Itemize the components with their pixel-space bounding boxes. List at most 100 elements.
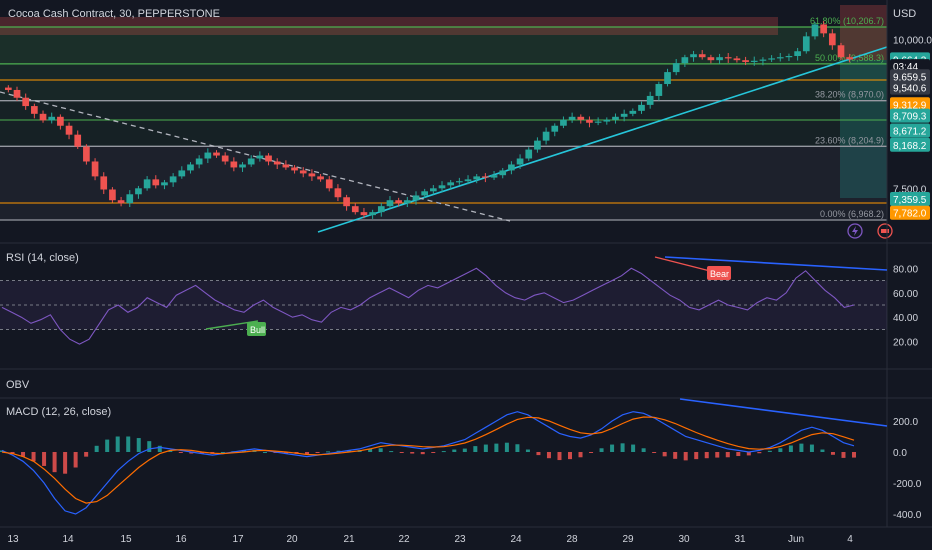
time-tick-label: 14 [62, 534, 74, 545]
candle-body [230, 161, 238, 168]
price-axis[interactable]: 10,000.07,500.09,664.303:449,659.59,540.… [890, 35, 932, 220]
price-badge-label: 9,659.5 [893, 72, 927, 83]
bear-label: Bear [710, 269, 729, 279]
support-trendline[interactable] [317, 46, 888, 233]
fib-zone [0, 146, 887, 220]
time-tick-label: 23 [454, 534, 466, 545]
candle-body [742, 60, 749, 62]
price-badge[interactable] [890, 192, 930, 207]
candle-body [22, 97, 30, 107]
time-tick-label: 30 [678, 534, 690, 545]
price-badge[interactable] [890, 123, 930, 138]
rsi-line [1, 267, 855, 345]
price-badge[interactable] [890, 137, 930, 152]
macd-histogram-bar [525, 449, 530, 452]
macd-histogram-bar [147, 441, 152, 452]
macd-histogram-bar [536, 452, 541, 456]
time-tick-label: Jun [788, 534, 804, 545]
trend-lines[interactable] [0, 46, 888, 233]
macd-histogram-bar [63, 452, 68, 474]
candle-body [213, 152, 220, 156]
candle-body [698, 54, 706, 58]
price-badge[interactable] [890, 80, 930, 95]
candle-body [794, 51, 801, 57]
candle-body [109, 189, 116, 201]
macd-histogram-bar [21, 452, 26, 457]
candle-body [308, 173, 316, 177]
time-tick-label: 17 [232, 534, 244, 545]
time-tick-label: 13 [7, 534, 19, 545]
rsi-trendline[interactable] [664, 256, 888, 271]
candle-body [655, 84, 663, 96]
macd-histogram-bar [589, 452, 594, 453]
candle-body [360, 212, 368, 216]
macd-histogram-bar [262, 452, 267, 453]
candle-body [13, 89, 21, 98]
price-badge[interactable] [890, 205, 930, 220]
macd-histogram-bar [420, 452, 425, 455]
obv-title[interactable]: OBV [6, 379, 30, 391]
price-badge[interactable] [890, 108, 930, 123]
macd-histogram-bar [305, 452, 310, 455]
candle-body [768, 58, 775, 60]
macd-histogram-bar [368, 448, 373, 452]
macd-histogram-bar [52, 452, 57, 473]
macd-histogram-bar [347, 450, 352, 452]
candle-body [91, 161, 99, 177]
candle-body [169, 176, 177, 183]
dashed-trendline[interactable] [0, 91, 511, 222]
candle-body [403, 200, 411, 204]
candle-body [802, 36, 810, 52]
macd-histogram-bar [736, 452, 741, 457]
macd-histogram-bar [820, 449, 825, 452]
macd-trendline[interactable] [679, 398, 888, 427]
macd-histogram-bar [241, 450, 246, 452]
candle-body [57, 116, 64, 126]
candle-body [681, 57, 689, 64]
candle-body [334, 188, 342, 198]
candle-body [395, 200, 402, 204]
currency-label[interactable]: USD [893, 8, 916, 20]
macd-histogram-bar [494, 443, 499, 452]
resistance-box [0, 17, 778, 35]
macd-histogram-bar [441, 451, 446, 453]
macd-histogram-bar [199, 452, 204, 454]
macd-histogram-bar [220, 452, 225, 453]
time-tick-label: 24 [510, 534, 522, 545]
price-badge[interactable] [890, 69, 930, 84]
price-tick-label: 7,500.0 [893, 184, 927, 195]
macd-title[interactable]: MACD (12, 26, close) [6, 406, 111, 418]
candle-body [377, 206, 385, 213]
symbol-title: Cocoa Cash Contract, 30, PEPPERSTONE [8, 8, 220, 20]
macd-histogram-bar [704, 452, 709, 459]
time-tick-label: 4 [847, 534, 853, 545]
fib-zone [0, 27, 887, 64]
macd-histogram-bar [631, 444, 636, 452]
macd-line [1, 411, 855, 515]
macd-histogram-bar [399, 452, 404, 453]
candle-body [299, 170, 307, 174]
price-badge[interactable] [890, 97, 930, 112]
bull-label-badge [247, 322, 266, 336]
macd-pane[interactable]: 200.0 0.0 -200.0 -400.0 [0, 398, 922, 521]
macd-histogram-bar [410, 452, 415, 454]
macd-histogram-bar [610, 444, 615, 452]
candle-body [820, 24, 827, 34]
macd-histogram-bar [136, 438, 141, 452]
rsi-pane[interactable]: 80.00 60.00 40.00 20.00 Bull Bear [0, 256, 918, 349]
candle-body [837, 45, 845, 58]
macd-histogram-bar [157, 445, 162, 452]
candle-body [603, 119, 611, 122]
alert-icon[interactable] [877, 223, 893, 239]
macd-histogram-bar [0, 450, 4, 452]
macd-histogram-bar [830, 452, 835, 455]
candle-body [386, 200, 394, 207]
candle-body [447, 182, 455, 186]
macd-histogram-bar [389, 451, 394, 453]
time-axis[interactable]: 13 14 15 16 17 20 21 22 23 24 28 29 30 31 Jun 4 [7, 534, 853, 545]
lightning-icon[interactable] [847, 223, 863, 239]
macd-histogram-bar [483, 444, 488, 452]
rsi-title[interactable]: RSI (14, close) [6, 252, 79, 264]
candle-body [828, 33, 836, 46]
